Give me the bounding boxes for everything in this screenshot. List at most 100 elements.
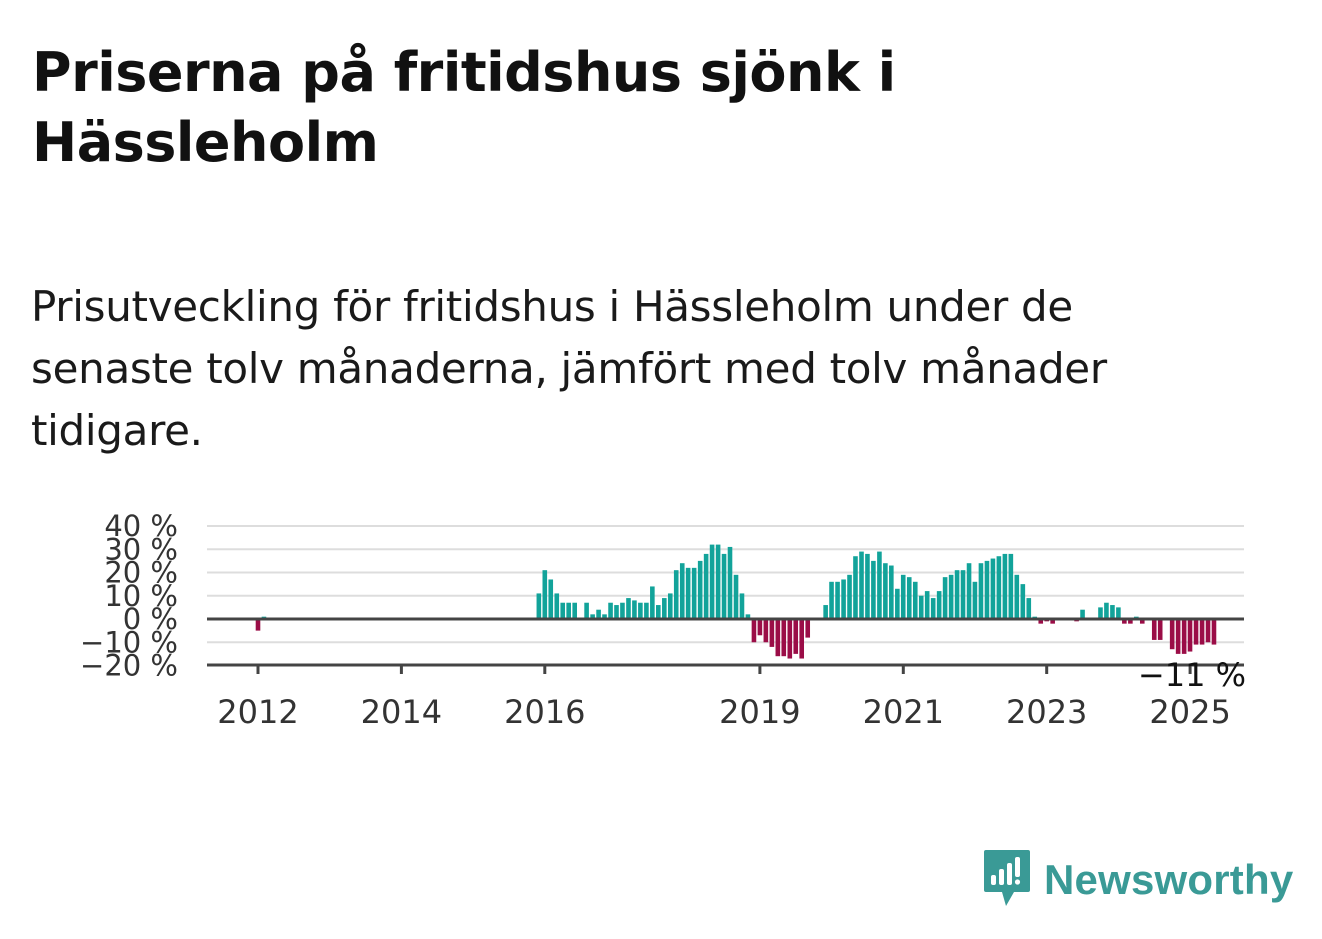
- bar-positive: [667, 593, 673, 619]
- bar-positive: [966, 563, 972, 619]
- bar-positive: [685, 567, 691, 619]
- bar-negative: [1050, 619, 1055, 624]
- bar-positive: [847, 574, 852, 619]
- bar-positive: [954, 570, 960, 619]
- bar-positive: [566, 602, 571, 619]
- bar-positive: [865, 553, 870, 619]
- bar-negative: [1044, 619, 1049, 622]
- bar-positive: [924, 591, 930, 619]
- y-tick-label: 0 %: [123, 602, 178, 636]
- bar-positive: [841, 579, 846, 619]
- bar-positive: [889, 565, 894, 619]
- bar-positive: [560, 602, 566, 619]
- bar-positive: [906, 577, 912, 619]
- bar-positive: [1098, 607, 1103, 619]
- bar-positive: [895, 588, 900, 619]
- bar-negative: [1074, 619, 1079, 622]
- bar-positive: [697, 560, 703, 619]
- bar-positive: [990, 558, 996, 619]
- bar-positive: [590, 614, 595, 619]
- last-value-label: −11 %: [1138, 656, 1246, 694]
- bar-positive: [554, 593, 560, 619]
- bar-positive: [650, 586, 655, 619]
- bar-negative: [1122, 619, 1127, 624]
- bar-positive: [620, 602, 625, 619]
- bar-positive: [727, 546, 733, 619]
- x-tick-label: 2014: [361, 693, 442, 731]
- bar-negative: [775, 619, 781, 657]
- bar-positive: [948, 574, 954, 619]
- bar-negative: [1193, 619, 1199, 645]
- brand-name: Newsworthy: [1044, 856, 1294, 903]
- chart-subtitle: Prisutveckling för fritidshus i Hässleho…: [31, 282, 1107, 455]
- chart-title: Priserna på fritidshus sjönk i Hässlehol…: [32, 41, 896, 174]
- bar-negative: [1139, 619, 1145, 624]
- bar-positive: [709, 544, 715, 619]
- bar-positive: [584, 602, 589, 619]
- bar-negative: [1175, 619, 1181, 654]
- bar-positive: [918, 595, 924, 619]
- bar-positive: [1026, 598, 1032, 619]
- bar-negative: [1038, 619, 1044, 624]
- bar-negative: [1157, 619, 1163, 640]
- bar-positive: [835, 581, 840, 619]
- bar-negative: [1199, 619, 1205, 645]
- bar-positive: [542, 570, 548, 619]
- bar-negative: [1181, 619, 1187, 654]
- y-tick-label: 40 %: [104, 509, 178, 543]
- bar-positive: [930, 598, 936, 619]
- bar-negative: [787, 619, 793, 659]
- bar-negative: [1151, 619, 1157, 640]
- bar-positive: [662, 598, 667, 619]
- bar-positive: [715, 544, 721, 619]
- bar-positive: [596, 609, 601, 619]
- bar-positive: [1110, 605, 1115, 619]
- x-tick-label: 2012: [217, 693, 298, 731]
- bar-negative: [769, 619, 775, 647]
- bar-positive: [972, 581, 978, 619]
- x-tick-label: 2021: [863, 693, 944, 731]
- bar-positive: [1134, 616, 1139, 619]
- bar-positive: [602, 614, 607, 619]
- bar-negative: [781, 619, 787, 657]
- y-tick-label: 10 %: [104, 579, 178, 613]
- bar-negative: [1169, 619, 1175, 650]
- bar-negative: [793, 619, 799, 654]
- bar-positive: [608, 602, 613, 619]
- tick-labels: 40 %30 %20 %10 %0 %−10 %−20 % 2012 2014 201…: [80, 509, 1246, 731]
- bar-positive: [739, 593, 745, 619]
- bar-positive: [261, 616, 267, 619]
- bar-series: [255, 544, 1217, 659]
- bar-positive: [691, 567, 697, 619]
- x-tick-label: 2019: [719, 693, 800, 731]
- bar-positive: [626, 598, 631, 619]
- bar-negative: [763, 619, 769, 643]
- bar-positive: [1032, 616, 1038, 619]
- bar-negative: [255, 619, 261, 631]
- bar-negative: [1187, 619, 1193, 652]
- bar-positive: [1104, 602, 1109, 619]
- bar-positive: [1014, 574, 1020, 619]
- bar-negative: [751, 619, 757, 643]
- bar-positive: [984, 560, 990, 619]
- bar-negative: [1205, 619, 1211, 643]
- bar-positive: [996, 556, 1002, 619]
- bar-positive: [823, 605, 828, 619]
- bar-positive: [942, 577, 948, 619]
- gridlines: [207, 525, 1244, 644]
- bar-positive: [871, 560, 876, 619]
- bar-positive: [978, 563, 984, 619]
- bar-positive: [960, 570, 966, 619]
- bar-positive: [673, 570, 679, 619]
- bar-positive: [912, 581, 918, 619]
- bar-positive: [638, 602, 643, 619]
- bar-positive: [644, 602, 649, 619]
- bar-positive: [883, 563, 888, 619]
- bar-positive: [745, 614, 751, 619]
- bar-positive: [1020, 584, 1026, 619]
- bar-positive: [614, 605, 619, 619]
- bar-positive: [1080, 609, 1085, 619]
- x-tick-label: 2025: [1149, 693, 1230, 731]
- bar-positive: [548, 579, 554, 619]
- bar-positive: [679, 563, 685, 619]
